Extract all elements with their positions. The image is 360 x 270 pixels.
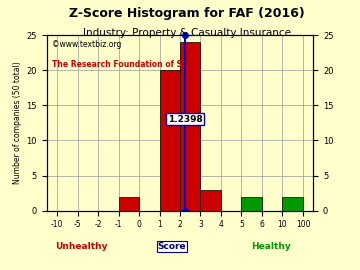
Y-axis label: Number of companies (50 total): Number of companies (50 total) [13, 62, 22, 184]
Bar [159, 70, 180, 211]
Text: Score: Score [158, 242, 186, 251]
Text: ©www.textbiz.org: ©www.textbiz.org [52, 40, 122, 49]
Text: Z-Score Histogram for FAF (2016): Z-Score Histogram for FAF (2016) [69, 7, 305, 20]
Text: Industry: Property & Casualty Insurance: Industry: Property & Casualty Insurance [83, 28, 291, 38]
Bar [180, 42, 201, 211]
Text: Healthy: Healthy [251, 242, 291, 251]
Bar [118, 197, 139, 211]
Text: Unhealthy: Unhealthy [55, 242, 108, 251]
Text: 1.2398: 1.2398 [167, 115, 202, 124]
Text: The Research Foundation of SUNY: The Research Foundation of SUNY [52, 60, 200, 69]
Bar [242, 197, 262, 211]
Bar [283, 197, 303, 211]
Bar [201, 190, 221, 211]
